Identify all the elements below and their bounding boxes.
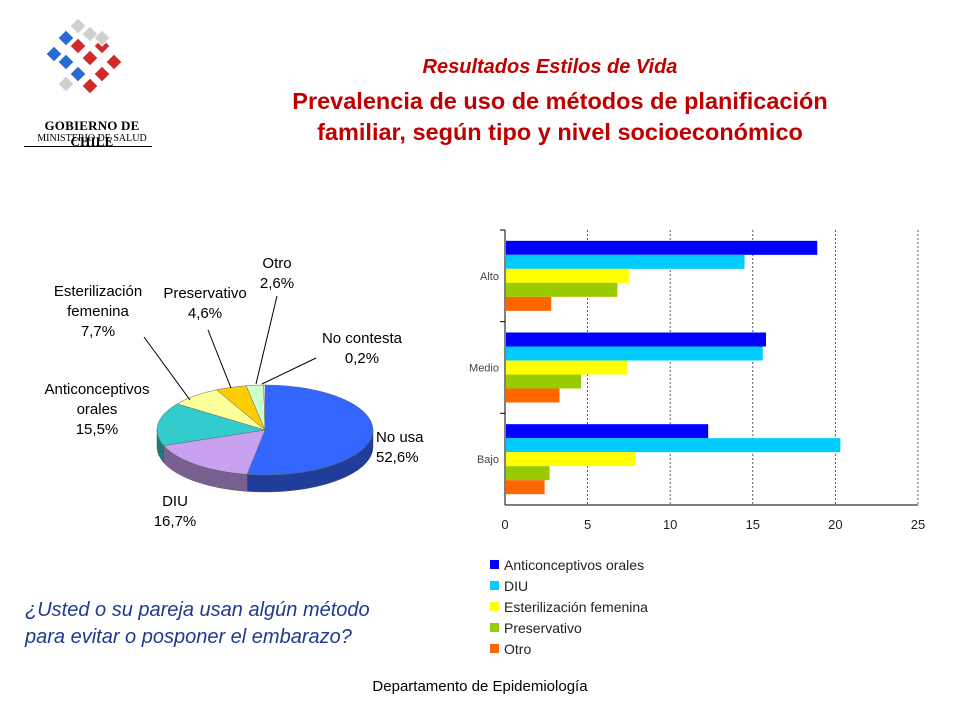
pie-slice-6 bbox=[263, 384, 266, 431]
gobierno-de-chile-logo: GOBIERNO DE CHILE MINISTERIO DE SALUD bbox=[22, 14, 162, 154]
pie-label-2-line0: Anticonceptivos bbox=[44, 381, 149, 398]
legend-item-4: Otro bbox=[490, 638, 648, 659]
bar-alto-4 bbox=[506, 296, 552, 311]
bar-alto-3 bbox=[506, 282, 618, 297]
legend-swatch-1 bbox=[490, 581, 499, 590]
bar-alto-0 bbox=[506, 240, 818, 255]
survey-question-line2: para evitar o posponer el embarazo? bbox=[25, 626, 352, 648]
bar-medio-1 bbox=[506, 346, 763, 361]
survey-question: ¿Usted o su pareja usan algún método par… bbox=[25, 597, 465, 651]
pie-label-4-line0: Preservativo bbox=[163, 285, 246, 302]
slide-title-line1: Prevalencia de uso de métodos de planifi… bbox=[292, 88, 828, 114]
logo-underline bbox=[24, 146, 152, 147]
pie-label-3-line1: femenina bbox=[67, 303, 129, 320]
legend-label-2: Esterilización femenina bbox=[504, 598, 648, 615]
bar-bajo-1 bbox=[506, 438, 841, 453]
legend-item-3: Preservativo bbox=[490, 617, 648, 638]
pie-top bbox=[156, 384, 374, 476]
slide-subtitle: Resultados Estilos de Vida bbox=[422, 56, 678, 78]
bar-xtick-label-2: 10 bbox=[663, 517, 677, 532]
bar-medio-2 bbox=[506, 360, 628, 375]
pie-value-0: 52,6% bbox=[376, 449, 419, 466]
pie-leader-line-4 bbox=[207, 329, 232, 389]
bar-medio-0 bbox=[506, 332, 767, 347]
legend-swatch-3 bbox=[490, 623, 499, 632]
legend-label-0: Anticonceptivos orales bbox=[504, 556, 645, 573]
legend-item-0: Anticonceptivos orales bbox=[490, 554, 648, 575]
legend-swatch-2 bbox=[490, 602, 499, 611]
pie-leader-line-6 bbox=[261, 357, 317, 385]
bar-xtick-label-0: 0 bbox=[501, 517, 508, 532]
pie-chart: No usa 52,6% DIU 16,7% Anticonceptivos orales… bbox=[44, 255, 424, 530]
slide-title-line2: familiar, según tipo y nivel socioeconóm… bbox=[317, 119, 803, 145]
survey-question-line1: ¿Usted o su pareja usan algún método bbox=[25, 599, 370, 621]
bar-category-label-1: Medio bbox=[469, 363, 499, 375]
bar-medio-4 bbox=[506, 388, 560, 403]
slide-title: Prevalencia de uso de métodos de planifi… bbox=[190, 86, 930, 148]
legend-item-1: DIU bbox=[490, 575, 648, 596]
legend-label-4: Otro bbox=[504, 640, 532, 657]
pie-label-6-line0: No contesta bbox=[322, 330, 403, 347]
pie-value-1: 16,7% bbox=[154, 513, 197, 530]
bar-chart-legend: Anticonceptivos orales DIU Esterilización … bbox=[490, 554, 648, 659]
legend-swatch-4 bbox=[490, 644, 499, 653]
logo-text-ministerio: MINISTERIO DE SALUD bbox=[37, 133, 147, 144]
pie-leader-line-3 bbox=[143, 336, 191, 401]
pie-slice-0 bbox=[246, 384, 374, 476]
bar-xtick-label-1: 5 bbox=[584, 517, 591, 532]
legend-label-1: DIU bbox=[504, 577, 529, 594]
legend-swatch-0 bbox=[490, 560, 499, 569]
bar-xtick-label-3: 15 bbox=[746, 517, 760, 532]
bar-medio-3 bbox=[506, 374, 581, 389]
pie-label-0-line0: No usa bbox=[376, 429, 424, 446]
pie-label-1-line0: DIU bbox=[162, 493, 188, 510]
logo-text-gobierno: GOBIERNO DE CHILE bbox=[44, 118, 140, 149]
pie-value-6: 0,2% bbox=[345, 350, 379, 367]
bar-gridlines bbox=[587, 230, 919, 505]
pie-slice-1 bbox=[163, 429, 266, 475]
logo-cubes-icon bbox=[45, 17, 123, 95]
pie-value-2: 15,5% bbox=[76, 421, 119, 438]
pie-slice-2 bbox=[156, 403, 266, 446]
legend-item-2: Esterilización femenina bbox=[490, 596, 648, 617]
bar-bajo-4 bbox=[506, 480, 545, 495]
bar-xtick-label-4: 20 bbox=[828, 517, 842, 532]
bar-xtick-label-5: 25 bbox=[911, 517, 925, 532]
bar-bajo-3 bbox=[506, 466, 550, 481]
pie-labels: No usa 52,6% DIU 16,7% Anticonceptivos orales… bbox=[44, 255, 424, 530]
pie-value-4: 4,6% bbox=[188, 305, 222, 322]
bar-bajo-2 bbox=[506, 452, 636, 467]
pie-label-2-line1: orales bbox=[77, 401, 118, 418]
bar-series bbox=[506, 240, 841, 495]
pie-value-5: 2,6% bbox=[260, 275, 294, 292]
pie-value-3: 7,7% bbox=[81, 323, 115, 340]
bar-category-label-0: Alto bbox=[480, 271, 499, 283]
bar-category-label-2: Bajo bbox=[477, 454, 499, 466]
pie-label-5-line0: Otro bbox=[262, 255, 291, 272]
pie-label-3-line0: Esterilización bbox=[54, 283, 142, 300]
legend-label-3: Preservativo bbox=[504, 619, 582, 636]
footer-department: Departamento de Epidemiología bbox=[372, 678, 588, 695]
bar-alto-1 bbox=[506, 254, 745, 269]
pie-leader-line-5 bbox=[255, 295, 278, 385]
bar-alto-2 bbox=[506, 268, 629, 283]
bar-bajo-0 bbox=[506, 424, 709, 439]
